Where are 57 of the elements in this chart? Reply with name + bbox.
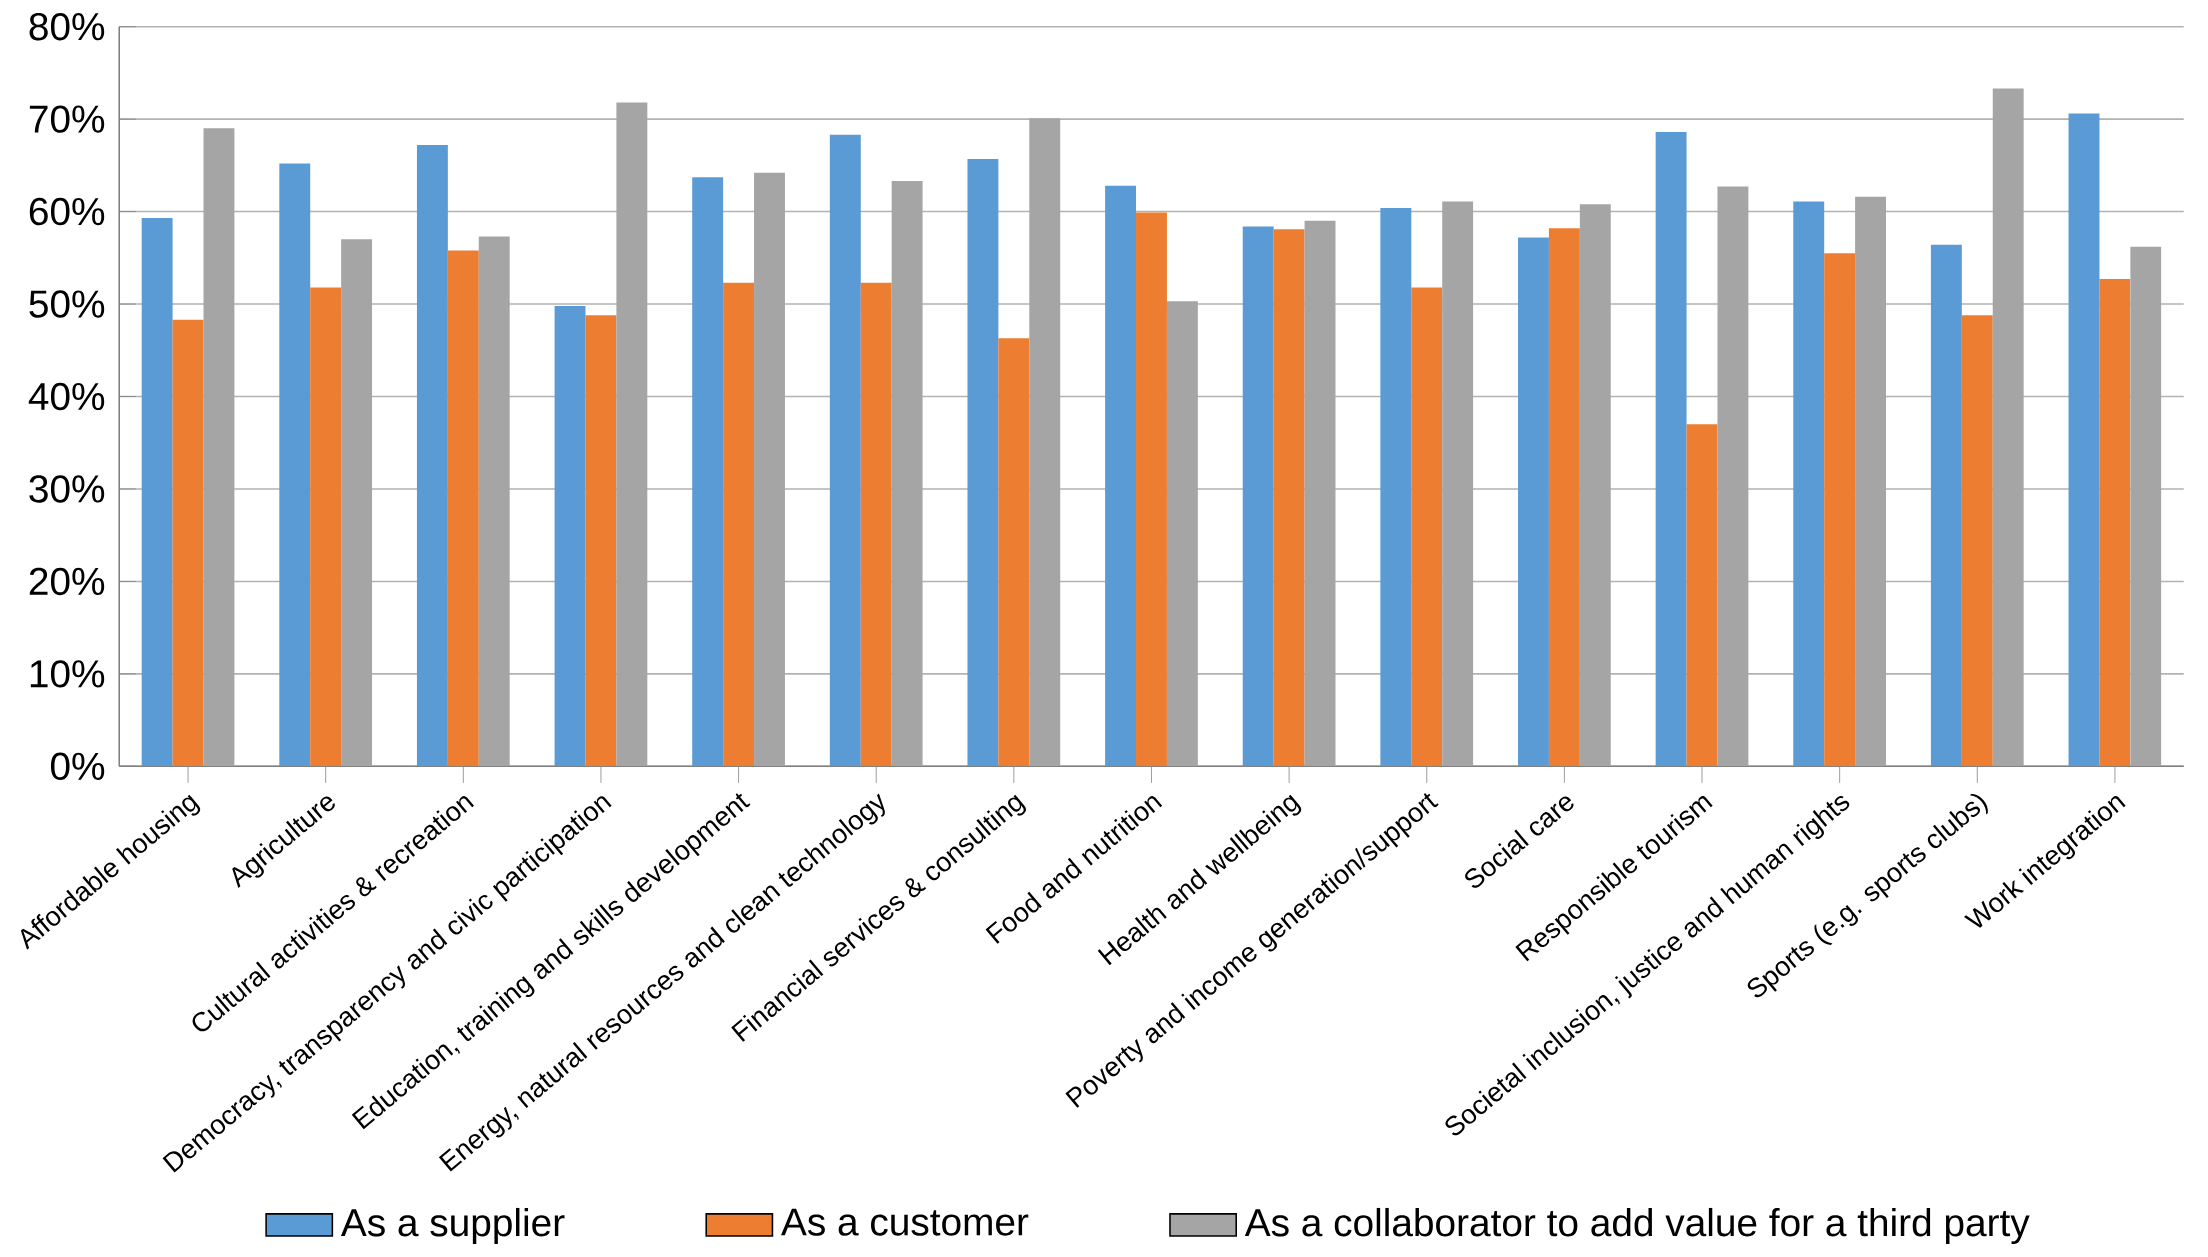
bar (141, 217, 173, 767)
bar (829, 134, 861, 767)
bar (1518, 237, 1549, 767)
bar (1273, 228, 1305, 767)
bar (554, 305, 586, 767)
y-tick-label: 70% (29, 105, 105, 133)
bar (203, 128, 235, 767)
bar (1242, 226, 1274, 767)
y-tick-label: 10% (30, 659, 105, 688)
bar (1380, 207, 1412, 767)
y-tick-label: 40% (28, 382, 105, 411)
bar (616, 102, 648, 767)
bar (416, 144, 448, 767)
bar (1961, 314, 1993, 767)
y-tick-label: 50% (29, 290, 105, 318)
bar (279, 163, 311, 767)
bar (1717, 186, 1749, 767)
bar (172, 319, 204, 767)
bar (1579, 203, 1611, 767)
bar (1304, 220, 1336, 767)
bar (692, 177, 724, 767)
y-tick-label: 30% (29, 475, 105, 503)
bar (860, 282, 892, 767)
bar (2130, 246, 2162, 767)
bar (1686, 424, 1718, 767)
bar (1855, 196, 1887, 767)
bar (1930, 244, 1962, 767)
y-tick-label: 20% (29, 567, 105, 595)
y-tick-label: 0% (50, 752, 105, 780)
bar (1793, 201, 1825, 767)
bar (310, 287, 342, 767)
legend-label: As a supplier (340, 1207, 565, 1244)
bar (1655, 131, 1687, 767)
bar (2068, 113, 2100, 767)
bar (341, 239, 373, 767)
bar (998, 338, 1030, 767)
bar (1105, 185, 1137, 767)
bar (1411, 287, 1443, 767)
bar (1166, 301, 1198, 767)
bar (967, 158, 999, 767)
bar (1442, 201, 1474, 767)
bar (478, 236, 510, 767)
bar (723, 282, 755, 767)
bar (447, 250, 479, 767)
bar (585, 314, 617, 767)
legend-label: As a customer (781, 1208, 1029, 1236)
bar (2099, 278, 2131, 767)
bar (1029, 118, 1061, 767)
y-tick-label: 60% (29, 197, 105, 226)
bar (891, 180, 923, 767)
legend-label: As a collaborator to add value for a third party (1244, 1207, 2030, 1244)
bar (1992, 88, 2024, 767)
bar (1136, 212, 1167, 767)
bar (1548, 228, 1580, 767)
y-tick-label: 80% (29, 12, 105, 41)
bar (754, 172, 785, 767)
bar (1824, 253, 1856, 767)
